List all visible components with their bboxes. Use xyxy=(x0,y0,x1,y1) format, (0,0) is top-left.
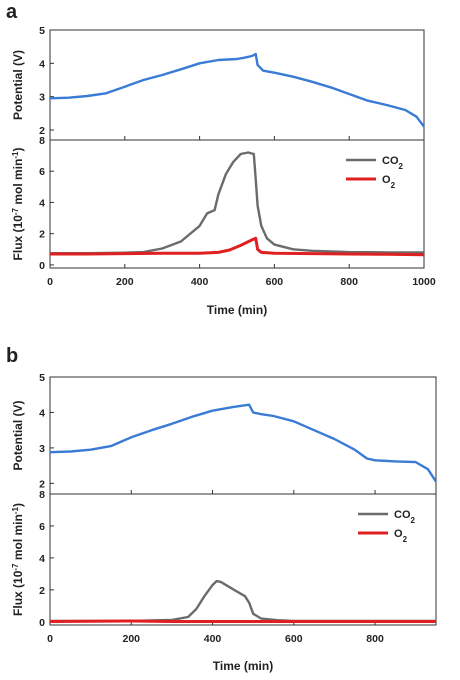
y-tick-label: 4 xyxy=(39,197,45,209)
y-tick-label: 2 xyxy=(39,585,45,597)
legend-label: O2 xyxy=(394,528,408,544)
series-line xyxy=(50,151,424,255)
y-tick-label: 4 xyxy=(39,58,45,70)
y-tick-label: 0 xyxy=(39,260,45,272)
y-tick-label: 4 xyxy=(39,407,45,419)
x-tick-label: 200 xyxy=(116,276,134,288)
x-tick-label: 1000 xyxy=(412,276,436,288)
x-tick-label: 600 xyxy=(266,276,284,288)
series-line xyxy=(50,236,425,257)
legend-label: O2 xyxy=(382,174,396,190)
y-tick-label: 3 xyxy=(39,92,45,104)
legend-label: CO2 xyxy=(382,155,404,171)
y-tick-label: 5 xyxy=(39,25,45,37)
x-tick-label: 600 xyxy=(285,633,303,645)
y-tick-label: 8 xyxy=(39,489,45,501)
series-line xyxy=(50,579,436,623)
y-axis-label: Potential (V) xyxy=(11,400,25,470)
y-tick-label: 0 xyxy=(39,617,45,629)
y-tick-label: 4 xyxy=(39,553,45,565)
y-axis-label: Flux (10-7 mol min-1) xyxy=(11,503,26,616)
y-tick-label: 6 xyxy=(39,521,45,533)
panel-letter: b xyxy=(6,345,18,367)
y-tick-label: 5 xyxy=(39,372,45,384)
x-tick-label: 200 xyxy=(122,633,140,645)
y-axis-label: Flux (10-7 mol min-1) xyxy=(11,148,26,261)
plot-frame xyxy=(49,139,425,269)
legend-label: CO2 xyxy=(394,509,416,525)
y-tick-label: 3 xyxy=(39,443,45,455)
x-tick-label: 400 xyxy=(204,633,222,645)
y-axis-label: Potential (V) xyxy=(11,50,25,120)
series-line xyxy=(49,403,438,483)
x-tick-label: 0 xyxy=(47,276,53,288)
x-tick-label: 800 xyxy=(340,276,358,288)
x-axis-label: Time (min) xyxy=(207,303,267,317)
x-tick-label: 400 xyxy=(191,276,209,288)
series-line xyxy=(49,52,425,128)
x-tick-label: 800 xyxy=(366,633,384,645)
y-tick-label: 2 xyxy=(39,125,45,137)
x-axis-label: Time (min) xyxy=(213,659,273,673)
x-tick-label: 0 xyxy=(47,633,53,645)
y-tick-label: 8 xyxy=(39,135,45,147)
y-tick-label: 2 xyxy=(39,229,45,241)
plot-frame xyxy=(49,29,425,141)
y-tick-label: 2 xyxy=(39,478,45,490)
plot-frame xyxy=(49,376,437,495)
plot-frame xyxy=(49,493,437,626)
y-tick-label: 6 xyxy=(39,166,45,178)
series-line xyxy=(49,619,436,623)
panel-letter: a xyxy=(6,1,18,23)
